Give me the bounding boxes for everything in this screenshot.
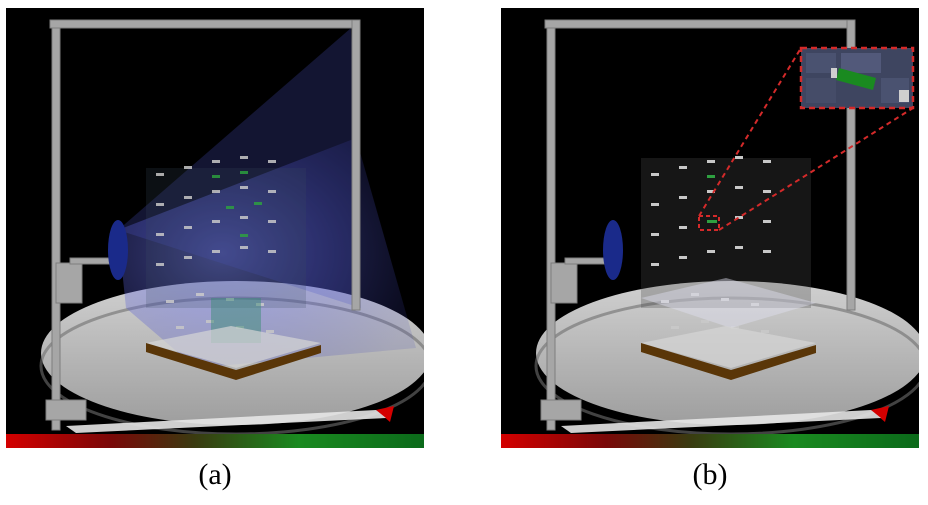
voxel-grid <box>146 156 306 343</box>
marker-icon <box>871 406 889 422</box>
zoom-target-box <box>698 215 720 231</box>
scene-render-b <box>501 8 919 436</box>
zoom-inset <box>799 46 915 110</box>
caption-a: (a) <box>198 458 232 491</box>
panel-a <box>6 8 424 448</box>
scene-render-a <box>6 8 424 436</box>
camera-icon <box>108 220 128 280</box>
camera-icon <box>603 220 623 280</box>
zoom-connector-line <box>698 47 802 217</box>
base-platform <box>641 326 816 368</box>
voxel-grid <box>641 156 816 333</box>
base-platform <box>146 326 321 368</box>
base-wood <box>146 343 321 380</box>
marker-icon <box>376 406 394 422</box>
zoom-connector-line <box>718 107 914 231</box>
ray-volume <box>118 138 416 368</box>
caption-b: (b) <box>692 458 728 491</box>
ray-volume-cone <box>118 28 361 308</box>
frame <box>45 19 361 431</box>
colorbar-a <box>6 434 424 448</box>
colorbar-b <box>501 434 919 448</box>
frame <box>540 19 856 431</box>
base-wood <box>641 343 816 380</box>
panel-b <box>501 8 919 448</box>
